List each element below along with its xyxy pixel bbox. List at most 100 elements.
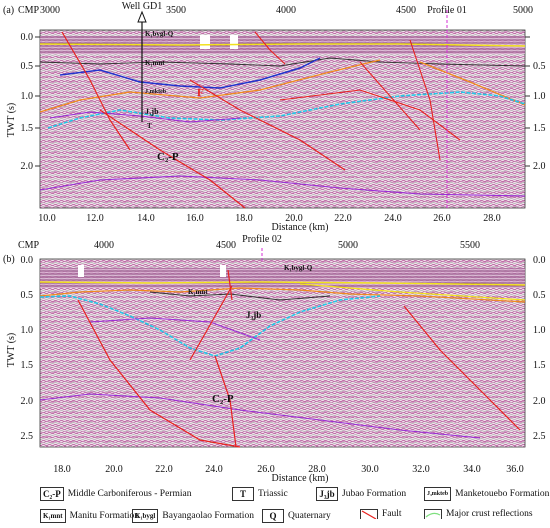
- legend-item: J₃mkteb Manketouebo Formation: [424, 487, 549, 501]
- x-tick-label: 26.0: [433, 213, 451, 224]
- formation-label: C₂-P: [212, 393, 234, 405]
- legend-text: Triassic: [258, 489, 288, 499]
- horizon-purple-b2: [89, 317, 261, 341]
- x-axis-title: Distance (km): [272, 222, 329, 233]
- legend-text: Manketouebo Formation: [455, 489, 550, 499]
- horizon-cyan-b: [39, 295, 381, 357]
- legend-text: Fault: [382, 509, 402, 519]
- cmp-tick-label: 5000: [338, 240, 358, 251]
- formation-label: K₁bygl-Q: [284, 264, 313, 272]
- x-tick-label: 28.0: [308, 464, 326, 475]
- y-tick-label: 1.0: [21, 91, 34, 102]
- y-tick-label: 0.0: [21, 32, 34, 43]
- x-tick-label: 32.0: [412, 464, 430, 475]
- data-gap: [200, 35, 210, 49]
- legend-symbol: J₃mkteb: [424, 487, 452, 501]
- x-tick-label: 20.0: [285, 213, 303, 224]
- horizon-orange-b: [39, 287, 526, 303]
- x-tick-label: 20.0: [105, 464, 123, 475]
- horizon-blue-a: [59, 57, 321, 89]
- legend-item: K₁mnt Manitu Formation: [40, 509, 139, 523]
- legend: C₂-P Middle Carboniferous - Permian T Tr…: [0, 484, 550, 528]
- fault-line-b: [403, 305, 521, 431]
- fault-line-a: [409, 39, 441, 161]
- y-tick-label: 2.0: [21, 161, 34, 172]
- horizon-kmnt-b: [149, 291, 331, 301]
- cmp-axis-b: (b) CMP 4000 4500 5000 5500 Profile 02: [3, 234, 480, 265]
- formation-label: T: [147, 122, 152, 130]
- x-axis-title: Distance (km): [272, 473, 329, 484]
- top-band-b: [40, 268, 525, 288]
- fault-line-a: [189, 79, 346, 171]
- x-tick-label: 14.0: [137, 213, 155, 224]
- legend-text: Middle Carboniferous - Permian: [67, 489, 192, 499]
- y-tick-label: 2.5: [21, 431, 34, 442]
- x-tick-label: 22.0: [155, 464, 173, 475]
- legend-symbol: K₁bygl: [132, 509, 159, 523]
- cmp-tick-label: 3000: [40, 5, 60, 16]
- x-tick-label: 12.0: [86, 213, 104, 224]
- fault-label-F: F: [197, 87, 204, 99]
- profile-label-b: Profile 02: [242, 234, 282, 245]
- y-axis-a: 0.0 0.5 1.0 1.5 2.0 0.5 1.0 1.5 2.0 TWT …: [6, 32, 546, 172]
- y-tick-label-right: 1.0: [533, 325, 546, 336]
- x-axis-b: 18.0 20.0 22.0 24.0 26.0 28.0 30.0 32.0 …: [53, 464, 524, 484]
- legend-item: J₃jb Jubao Formation: [316, 487, 406, 501]
- cmp-tick-label: 3500: [166, 5, 186, 16]
- y-tick-label-right: 2.5: [533, 431, 546, 442]
- legend-symbol: C₂-P: [40, 487, 64, 501]
- y-tick-label: 1.5: [21, 360, 34, 371]
- legend-symbol: Q: [262, 509, 284, 523]
- horizon-purple-a2: [39, 175, 526, 197]
- legend-item: Q Quaternary: [262, 509, 331, 523]
- y-tick-label: 1.0: [21, 325, 34, 336]
- y-tick-label: 1.5: [21, 123, 34, 134]
- legend-symbol: J₃jb: [316, 487, 338, 501]
- cmp-tick-label: 4500: [216, 240, 236, 251]
- formation-label: K₁mnt: [145, 59, 165, 67]
- fault-line-b: [227, 269, 233, 301]
- legend-item: Major crust reflections: [424, 509, 533, 519]
- formation-label: J₃mkteb: [145, 89, 167, 95]
- profile-label-a: Profile 01: [427, 5, 467, 16]
- legend-text: Quaternary: [288, 511, 331, 521]
- crust-line-icon: [424, 509, 442, 519]
- cmp-tick-label: 4000: [276, 5, 296, 16]
- horizon-yellow-b2: [299, 283, 526, 301]
- y-tick-label-right: 0.0: [533, 255, 546, 266]
- x-tick-label: 16.0: [186, 213, 204, 224]
- y-tick-label-right: 0.5: [533, 290, 546, 301]
- x-tick-label: 36.0: [506, 464, 524, 475]
- formation-label: J₃jb: [145, 107, 159, 116]
- legend-symbol: K₁mnt: [40, 509, 66, 523]
- cmp-tick-label: 5500: [460, 240, 480, 251]
- horizon-orange-a: [39, 59, 381, 113]
- top-band-a: [40, 36, 525, 54]
- y-tick-label-right: 2.0: [533, 161, 546, 172]
- cmp-axis-a: (a) CMP 3000 3500 4000 4500 5000 Well GD…: [3, 1, 533, 16]
- legend-item: T Triassic: [232, 487, 288, 501]
- x-tick-label: 34.0: [463, 464, 481, 475]
- seismic-texture-a: [40, 30, 525, 208]
- y-tick-label-right: 0.5: [533, 61, 546, 72]
- x-tick-label: 24.0: [384, 213, 402, 224]
- well-marker-icon: [137, 10, 147, 23]
- x-tick-label: 24.0: [205, 464, 223, 475]
- panel-label-a: (a): [3, 5, 14, 16]
- data-gap: [220, 265, 226, 277]
- well-label: Well GD1: [122, 1, 163, 12]
- fault-line-a: [254, 31, 286, 65]
- x-tick-label: 10.0: [38, 213, 56, 224]
- formation-label: K₁bygl-Q: [145, 30, 174, 38]
- panel-a: 0.0 0.5 1.0 1.5 2.0 0.5 1.0 1.5 2.0 TWT …: [3, 1, 546, 233]
- y-tick-label-right: 1.5: [533, 123, 546, 134]
- cmp-tick-label: 4500: [396, 5, 416, 16]
- cmp-tick-label: 5000: [513, 5, 533, 16]
- formation-label: J₃jb: [246, 310, 261, 320]
- legend-symbol: T: [232, 487, 254, 501]
- legend-text: Major crust reflections: [446, 509, 533, 519]
- y-tick-label-right: 2.0: [533, 396, 546, 407]
- horizon-yellow-b: [39, 281, 526, 286]
- legend-item: Fault: [360, 509, 402, 519]
